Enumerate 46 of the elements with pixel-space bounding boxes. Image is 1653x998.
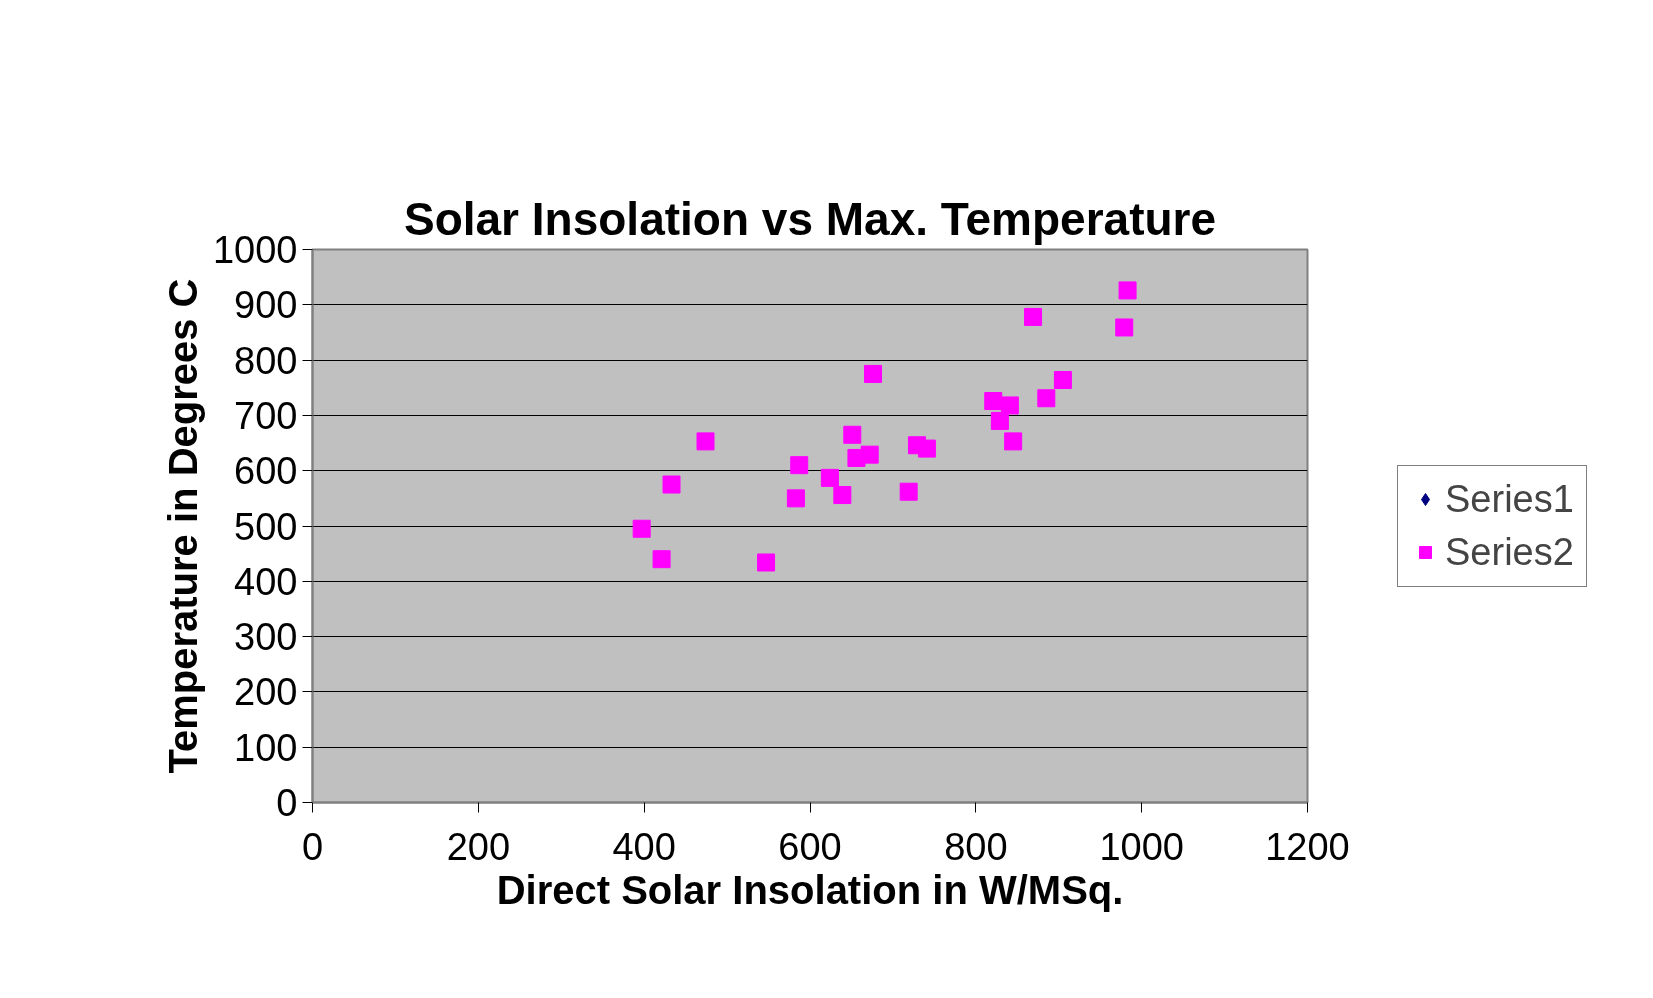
x-tick-label: 0	[301, 825, 324, 868]
point	[1115, 318, 1134, 337]
point	[833, 486, 852, 505]
legend-label: Series2	[1445, 530, 1574, 574]
point	[990, 411, 1009, 430]
point	[790, 456, 809, 475]
point	[696, 432, 715, 451]
x-tick-label: 600	[778, 825, 842, 868]
y-tick-label: 0	[276, 782, 298, 824]
point	[1000, 396, 1019, 415]
point	[864, 364, 883, 383]
point	[984, 392, 1003, 411]
point	[786, 489, 805, 508]
x-tick-label: 800	[944, 825, 1008, 868]
y-tick-label: 500	[234, 505, 298, 548]
y-tick-label: 200	[234, 671, 298, 714]
point	[1037, 389, 1056, 408]
point	[632, 519, 651, 538]
point	[757, 553, 776, 572]
y-tick-label: 1000	[212, 229, 298, 271]
y-tick-label: 600	[234, 450, 298, 493]
point	[843, 425, 862, 444]
y-tick-label: 800	[234, 339, 298, 382]
x-tick-label: 1200	[1265, 825, 1350, 868]
x-tick-label: 200	[446, 825, 511, 868]
point	[860, 445, 879, 464]
point	[652, 550, 671, 569]
point	[1053, 371, 1072, 390]
x-tick-label: 400	[612, 825, 676, 868]
y-tick-label: 900	[234, 284, 298, 327]
point	[662, 475, 681, 494]
point	[1024, 307, 1043, 326]
point	[899, 482, 918, 501]
point	[1004, 432, 1023, 451]
legend-label: Series1	[1445, 477, 1574, 521]
x-axis-title: Direct Solar Insolation in W/MSq.	[496, 867, 1124, 912]
y-tick-label: 300	[234, 616, 298, 659]
y-tick-label: 400	[234, 560, 298, 603]
y-axis-title: Temperature in Degrees C	[160, 278, 205, 774]
y-tick-label: 100	[234, 726, 298, 769]
point	[820, 468, 839, 487]
y-tick-label: 700	[234, 394, 298, 437]
point	[1118, 281, 1137, 300]
x-tick-label: 1000	[1099, 825, 1184, 868]
point	[917, 439, 936, 458]
chart-title: Solar Insolation vs Max. Temperature	[403, 192, 1217, 245]
